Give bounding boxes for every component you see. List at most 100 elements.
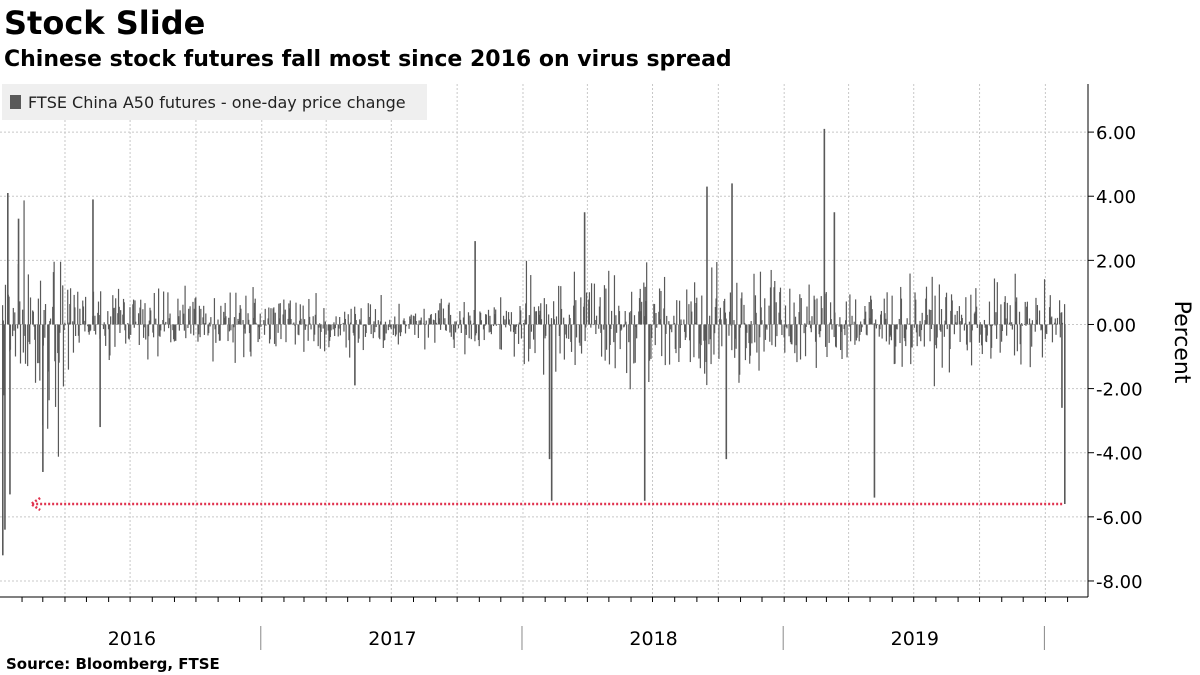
daily-change-bar bbox=[460, 324, 462, 333]
daily-change-bar bbox=[223, 317, 226, 325]
daily-change-bar bbox=[313, 324, 315, 342]
daily-change-bar bbox=[895, 324, 898, 329]
daily-change-bar bbox=[840, 324, 842, 351]
daily-change-bar bbox=[288, 308, 291, 325]
daily-change-bar bbox=[899, 324, 901, 344]
axes: 6.00 4.00 2.00 0.00 -2.00 -4.00 -6.00 -8.00 2016… bbox=[0, 84, 1143, 650]
daily-change-bar bbox=[365, 324, 367, 334]
daily-change-bar bbox=[985, 324, 987, 342]
daily-change-bar bbox=[84, 324, 86, 332]
daily-change-bar bbox=[173, 324, 175, 342]
daily-change-bar bbox=[1020, 324, 1022, 365]
daily-change-bar bbox=[520, 310, 522, 325]
daily-change-bar bbox=[208, 324, 210, 334]
daily-change-bar bbox=[404, 321, 406, 325]
daily-change-bar bbox=[54, 324, 57, 407]
daily-change-bar bbox=[795, 324, 797, 346]
daily-change-bar bbox=[873, 323, 875, 325]
daily-change-bar bbox=[716, 262, 718, 325]
daily-change-bar bbox=[826, 324, 828, 358]
daily-change-bar bbox=[460, 319, 462, 325]
daily-change-bar bbox=[573, 305, 575, 325]
daily-change-bar bbox=[213, 324, 215, 326]
daily-change-bar bbox=[555, 324, 557, 372]
daily-change-bar bbox=[848, 324, 850, 327]
daily-change-bar bbox=[805, 324, 807, 327]
daily-change-bar bbox=[135, 321, 137, 325]
daily-change-bar bbox=[775, 302, 777, 325]
daily-change-bar bbox=[172, 324, 174, 331]
daily-change-bar bbox=[188, 320, 190, 325]
daily-change-bar bbox=[629, 324, 631, 390]
daily-change-bar bbox=[913, 324, 915, 328]
daily-change-bar bbox=[293, 322, 295, 325]
daily-change-bar bbox=[360, 308, 362, 325]
daily-change-bar bbox=[174, 324, 176, 341]
daily-change-bar bbox=[322, 324, 324, 329]
spike-bar bbox=[4, 324, 6, 530]
daily-change-bar bbox=[107, 311, 109, 325]
daily-change-bar bbox=[838, 324, 840, 327]
daily-change-bar bbox=[598, 324, 600, 329]
daily-change-bar bbox=[666, 315, 668, 325]
daily-change-bar bbox=[1023, 324, 1026, 325]
daily-change-bar bbox=[1060, 312, 1062, 325]
daily-change-bar bbox=[801, 323, 803, 325]
daily-change-bar bbox=[270, 308, 272, 325]
daily-change-bar bbox=[704, 324, 706, 374]
daily-change-bar bbox=[634, 324, 636, 363]
daily-change-bar bbox=[824, 324, 827, 347]
daily-change-bar bbox=[470, 324, 472, 340]
daily-change-bar bbox=[122, 314, 124, 325]
legend-background bbox=[2, 84, 427, 120]
daily-change-bar bbox=[473, 309, 475, 325]
daily-change-bar bbox=[88, 324, 90, 335]
daily-change-bar bbox=[393, 324, 395, 329]
daily-change-bar bbox=[788, 324, 790, 337]
daily-change-bar bbox=[965, 297, 967, 325]
daily-change-bar bbox=[618, 311, 621, 325]
daily-change-bar bbox=[534, 324, 536, 354]
daily-change-bar bbox=[14, 312, 16, 325]
daily-change-bar bbox=[650, 324, 652, 359]
daily-change-bar bbox=[595, 315, 598, 325]
daily-change-bar bbox=[167, 292, 169, 325]
daily-change-bar bbox=[825, 292, 827, 325]
daily-change-bar bbox=[588, 292, 591, 325]
daily-change-bar bbox=[543, 298, 545, 325]
spike-bar bbox=[17, 218, 20, 325]
daily-change-bar bbox=[112, 295, 114, 325]
daily-change-bar bbox=[640, 311, 642, 325]
daily-change-bar bbox=[998, 324, 1001, 326]
daily-change-bar bbox=[535, 311, 538, 325]
daily-change-bar bbox=[620, 324, 622, 331]
daily-change-bar bbox=[749, 324, 752, 356]
daily-change-bar bbox=[910, 324, 912, 365]
daily-change-bar bbox=[558, 285, 560, 325]
daily-change-bar bbox=[184, 285, 186, 325]
y-tick-label: 6.00 bbox=[1096, 123, 1136, 144]
daily-change-bar bbox=[869, 318, 871, 325]
daily-change-bar bbox=[609, 324, 611, 345]
daily-change-bar bbox=[199, 324, 201, 338]
daily-change-bar bbox=[329, 324, 331, 341]
daily-change-bar bbox=[930, 324, 933, 330]
daily-change-bar bbox=[641, 301, 643, 325]
daily-change-bar bbox=[495, 309, 497, 325]
daily-change-bar bbox=[124, 324, 126, 331]
daily-change-bar bbox=[300, 318, 302, 325]
daily-change-bar bbox=[490, 324, 492, 332]
daily-change-bar bbox=[558, 324, 560, 337]
daily-change-bar bbox=[1030, 323, 1032, 325]
daily-change-bar bbox=[200, 308, 202, 325]
daily-change-bar bbox=[888, 324, 890, 345]
daily-change-bar bbox=[1018, 311, 1021, 325]
daily-change-bar bbox=[624, 311, 626, 325]
daily-change-bar bbox=[228, 317, 230, 325]
daily-change-bar bbox=[425, 320, 427, 325]
daily-change-bar bbox=[273, 324, 276, 344]
daily-change-bar bbox=[168, 324, 170, 329]
daily-change-bar bbox=[545, 324, 547, 336]
daily-change-bar bbox=[97, 301, 100, 325]
daily-change-bar bbox=[232, 324, 234, 343]
